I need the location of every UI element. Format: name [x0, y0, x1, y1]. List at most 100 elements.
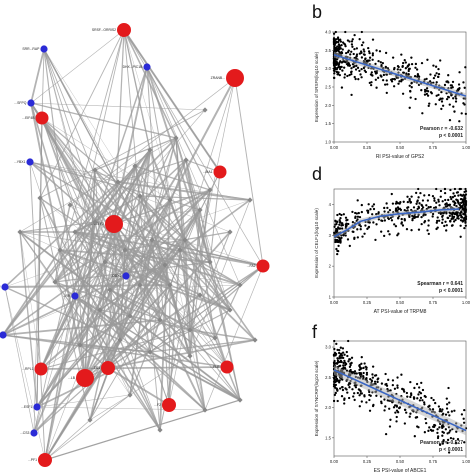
- data-point: [423, 88, 427, 92]
- network-edge: [107, 339, 256, 369]
- data-point: [387, 230, 390, 233]
- network-edge: [149, 265, 264, 353]
- network-edge: [139, 284, 151, 353]
- data-point: [337, 244, 340, 248]
- data-point: [379, 61, 382, 64]
- network-edge: [36, 284, 141, 408]
- data-point: [452, 97, 455, 100]
- data-point: [350, 70, 353, 73]
- network-node-hub: [72, 229, 78, 235]
- data-point: [449, 212, 452, 215]
- data-point: [334, 352, 338, 356]
- data-point: [373, 374, 377, 377]
- data-point: [341, 347, 345, 350]
- network-node-label: ...FA2: [247, 264, 256, 268]
- data-point: [350, 361, 353, 365]
- network-edge: [30, 29, 125, 104]
- data-point: [340, 51, 344, 55]
- data-point: [355, 212, 358, 215]
- network-node-hub: [137, 193, 143, 199]
- data-point: [332, 41, 336, 44]
- data-point: [346, 74, 349, 78]
- y-tick-label: 2: [329, 264, 332, 269]
- data-point: [435, 227, 438, 231]
- data-point: [394, 411, 397, 414]
- network-edge: [54, 29, 125, 283]
- network-node-blue: [1, 283, 9, 291]
- data-point: [449, 436, 453, 440]
- data-point: [427, 104, 430, 108]
- data-point: [406, 200, 409, 204]
- data-point: [457, 201, 460, 204]
- data-point: [343, 397, 346, 400]
- network-edge: [30, 102, 177, 139]
- data-point: [454, 442, 458, 445]
- data-point: [349, 53, 352, 56]
- data-point: [353, 398, 356, 402]
- panel-letter-b: b: [312, 2, 323, 22]
- data-point: [425, 204, 428, 207]
- data-point: [377, 377, 380, 380]
- data-point: [414, 66, 417, 69]
- data-point: [348, 365, 352, 369]
- data-point: [410, 56, 413, 59]
- data-point: [343, 76, 346, 79]
- data-point: [368, 398, 371, 402]
- data-point: [371, 54, 374, 57]
- data-point: [333, 347, 336, 351]
- fit-line: [333, 369, 467, 432]
- x-tick-label: 1.00: [462, 459, 471, 464]
- data-point: [435, 72, 438, 75]
- data-point: [387, 378, 390, 381]
- data-point: [334, 220, 338, 223]
- data-point: [347, 360, 350, 363]
- data-point: [399, 208, 403, 212]
- data-point: [335, 238, 339, 242]
- data-point: [342, 364, 345, 367]
- data-point: [413, 396, 416, 400]
- data-point: [384, 65, 387, 68]
- data-point: [459, 206, 462, 209]
- data-point: [424, 90, 427, 93]
- network-edge: [43, 48, 119, 183]
- data-point: [394, 225, 398, 228]
- x-tick-label: 0.25: [363, 459, 372, 464]
- data-point: [383, 409, 386, 412]
- data-point: [369, 208, 372, 211]
- data-point: [403, 390, 406, 393]
- network-edge: [209, 171, 221, 263]
- network-node-hub: [157, 317, 163, 323]
- data-point: [396, 386, 399, 389]
- data-point: [360, 362, 363, 365]
- data-point: [422, 214, 425, 217]
- network-node-label: ...RPL1: [22, 367, 33, 371]
- y-tick-label: 3.0: [325, 66, 331, 71]
- network-node-hub: [92, 219, 98, 225]
- data-point: [453, 409, 456, 412]
- data-point: [417, 426, 420, 429]
- data-point: [383, 210, 386, 213]
- data-point: [338, 219, 341, 222]
- data-point: [423, 93, 427, 96]
- data-point: [364, 224, 367, 227]
- data-point: [358, 394, 361, 397]
- data-point: [344, 52, 348, 55]
- data-point: [384, 51, 388, 55]
- data-point: [423, 219, 427, 223]
- data-point: [397, 232, 400, 235]
- data-point: [426, 94, 430, 97]
- data-point: [341, 69, 344, 72]
- data-point: [333, 393, 337, 397]
- network-node-label: ...LB: [68, 376, 76, 380]
- network-node-hub: [87, 417, 93, 423]
- data-point: [417, 187, 420, 191]
- data-point: [360, 76, 363, 79]
- data-point: [401, 92, 405, 95]
- data-point: [443, 187, 447, 191]
- network-edge: [74, 295, 161, 431]
- data-point: [446, 441, 449, 445]
- network-edge: [119, 339, 151, 353]
- data-point: [445, 403, 449, 406]
- data-point: [431, 215, 434, 218]
- data-point: [426, 229, 429, 232]
